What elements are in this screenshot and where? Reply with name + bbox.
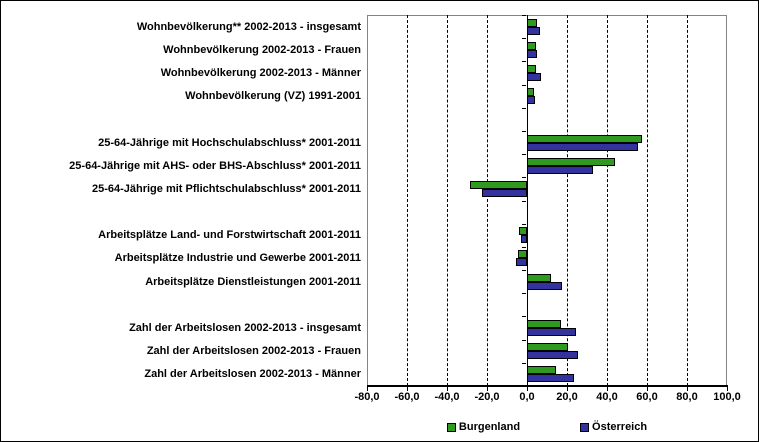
- value-axis-label: 20,0: [556, 391, 578, 403]
- category-label: Zahl der Arbeitslosen 2002-2013 - insges…: [129, 322, 361, 335]
- bar-oesterreich: [527, 142, 638, 151]
- category-label: Zahl der Arbeitslosen 2002-2013 - Männer: [144, 368, 361, 381]
- bar-oesterreich: [527, 281, 562, 290]
- value-axis-tick: [567, 387, 568, 391]
- category-axis-tick: [522, 177, 526, 178]
- category-axis-tick: [522, 293, 526, 294]
- value-axis-label: 40,0: [596, 391, 618, 403]
- category-label: Zahl der Arbeitslosen 2002-2013 - Frauen: [146, 345, 361, 358]
- bar-burgenland: [527, 18, 537, 27]
- bar-burgenland: [519, 227, 527, 236]
- value-axis-label: 60,0: [636, 391, 658, 403]
- value-axis-tick: [487, 387, 488, 391]
- category-axis-tick: [522, 316, 526, 317]
- value-axis-line: [367, 385, 728, 387]
- category-axis-tick: [522, 224, 526, 225]
- bar-oesterreich: [527, 72, 541, 81]
- category-axis-tick: [522, 363, 526, 364]
- category-axis-tick: [522, 38, 526, 39]
- bar-oesterreich: [527, 96, 535, 105]
- gridline: [447, 15, 448, 386]
- bar-oesterreich: [527, 374, 574, 383]
- category-label: Arbeitsplätze Land- und Forstwirtschaft …: [98, 229, 361, 242]
- bar-oesterreich: [481, 188, 527, 197]
- gridline: [567, 15, 568, 386]
- category-axis-tick: [522, 154, 526, 155]
- category-label: Arbeitsplätze Industrie und Gewerbe 2001…: [114, 252, 361, 265]
- category-axis-line: [527, 15, 528, 386]
- bar-burgenland: [527, 343, 568, 352]
- gridline: [647, 15, 648, 386]
- gridline: [687, 15, 688, 386]
- bar-burgenland: [527, 134, 642, 143]
- value-axis-tick: [687, 387, 688, 391]
- bar-burgenland: [527, 320, 561, 329]
- category-label: 25-64-Jährige mit Pflichtschulabschluss*…: [91, 182, 361, 195]
- category-label: Arbeitsplätze Dienstleistungen 2001-2011: [145, 275, 361, 288]
- value-axis-label: -80,0: [354, 391, 380, 403]
- value-axis-tick: [647, 387, 648, 391]
- category-axis-tick: [522, 15, 526, 16]
- category-label: 25-64-Jährige mit AHS- oder BHS-Abschlus…: [69, 159, 361, 172]
- category-label: Wohnbevölkerung (VZ) 1991-2001: [185, 90, 361, 103]
- category-axis-tick: [522, 247, 526, 248]
- bar-oesterreich: [527, 328, 576, 337]
- bar-oesterreich: [527, 351, 578, 360]
- value-axis-tick: [527, 387, 528, 391]
- category-axis-tick: [522, 386, 526, 387]
- category-axis-tick: [522, 85, 526, 86]
- legend-label-burgenland: Burgenland: [458, 421, 521, 433]
- value-axis-tick: [407, 387, 408, 391]
- category-label: Wohnbevölkerung 2002-2013 - Männer: [160, 66, 361, 79]
- bar-oesterreich: [527, 165, 593, 174]
- category-axis-tick: [522, 340, 526, 341]
- value-axis-label: -60,0: [394, 391, 420, 403]
- value-axis-label: 0,0: [519, 391, 535, 403]
- gridline: [407, 15, 408, 386]
- bar-oesterreich: [521, 235, 527, 244]
- bar-burgenland: [470, 180, 527, 189]
- gridline: [487, 15, 488, 386]
- category-axis-tick: [522, 201, 526, 202]
- value-axis-tick: [607, 387, 608, 391]
- bar-burgenland: [527, 88, 534, 97]
- value-axis-tick: [367, 387, 368, 391]
- plot-area: [367, 15, 727, 386]
- value-axis-tick: [727, 387, 728, 391]
- category-axis-tick: [522, 108, 526, 109]
- bar-oesterreich: [516, 258, 527, 267]
- legend-item-oesterreich: Österreich: [580, 421, 647, 433]
- value-axis-label: -40,0: [434, 391, 460, 403]
- category-label: Wohnbevölkerung 2002-2013 - Frauen: [163, 43, 361, 56]
- value-axis-tick: [447, 387, 448, 391]
- category-label: Wohnbevölkerung** 2002-2013 - insgesamt: [136, 20, 361, 33]
- legend-key-oesterreich-icon: [580, 422, 590, 432]
- bar-oesterreich: [527, 26, 540, 35]
- category-label: 25-64-Jährige mit Hochschulabschluss* 20…: [98, 136, 361, 149]
- legend: Burgenland Österreich: [367, 421, 727, 433]
- gridline: [607, 15, 608, 386]
- value-axis-label: 80,0: [676, 391, 698, 403]
- value-axis-label: 100,0: [713, 391, 741, 403]
- legend-item-burgenland: Burgenland: [446, 421, 521, 433]
- legend-label-oesterreich: Österreich: [592, 421, 648, 433]
- bar-burgenland: [527, 64, 536, 73]
- bar-burgenland: [527, 157, 615, 166]
- category-axis-tick: [522, 61, 526, 62]
- bar-burgenland: [527, 273, 551, 282]
- bar-burgenland: [518, 250, 527, 259]
- bar-burgenland: [527, 366, 556, 375]
- bar-oesterreich: [527, 49, 537, 58]
- value-axis-label: -20,0: [474, 391, 500, 403]
- category-axis-tick: [522, 131, 526, 132]
- bar-burgenland: [527, 41, 536, 50]
- category-axis-tick: [522, 270, 526, 271]
- legend-key-burgenland-icon: [446, 422, 456, 432]
